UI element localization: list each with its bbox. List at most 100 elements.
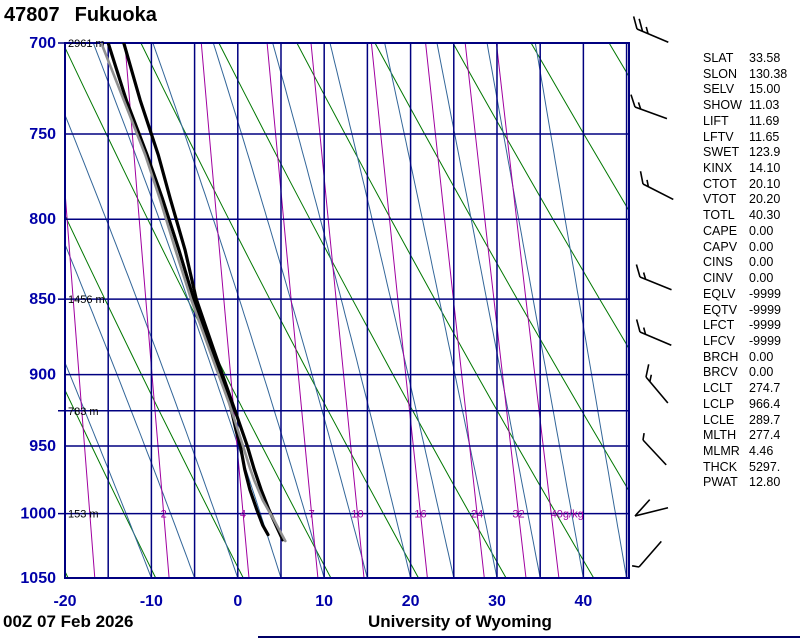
stats-label: EQLV [703,286,736,301]
page-title: 47807 Fukuoka [4,4,157,27]
stats-row: KINX 14.10 [703,161,787,177]
mixing-ratio-label: 40g/kg [551,509,584,521]
wind-barb [645,364,669,404]
stats-row: LCLT 274.7 [703,381,787,397]
mixing-ratio-labels: 2 4 7 10 16 24 32 40g/kg [161,509,584,521]
stats-value: 14.10 [749,161,781,176]
wind-barb [639,171,674,201]
stats-value: -9999 [749,286,781,301]
stats-value: 0.00 [749,239,774,254]
dry-adiabats [65,43,629,578]
stats-label: THCK [703,459,738,474]
wind-barb [635,264,672,291]
pressure-tick-label: 700 [29,35,56,52]
stats-row: THCK 5297. [703,460,787,476]
stats-label: TOTL [703,208,735,223]
temperature-trace [122,43,285,542]
stats-value: 0.00 [749,271,774,286]
stats-row: BRCH 0.00 [703,350,787,366]
pressure-tick-label: 1050 [20,570,56,587]
stats-row: SHOW 11.03 [703,98,787,114]
stats-value: 11.03 [749,98,780,113]
pressure-tick-label: 900 [29,367,56,384]
stats-value: 20.20 [749,192,781,207]
stats-value: 277.4 [749,428,781,443]
temperature-tick-label: 30 [488,593,506,610]
temperature-tick-label: 20 [402,593,420,610]
stats-label: SLON [703,66,738,81]
wind-barb [635,319,672,347]
stats-label: LCLP [703,396,735,411]
stats-row: SLON 130.38 [703,67,787,83]
stats-value: 15.00 [749,82,781,97]
stats-value: 0.00 [749,365,774,380]
stats-row: CINV 0.00 [703,271,787,287]
stats-label: LCLT [703,381,733,396]
stats-label: SLAT [703,51,734,65]
stats-value: 5297. [749,459,781,474]
mixing-ratio-label: 7 [309,509,315,521]
pressure-tick-label: 1000 [20,506,56,523]
height-label: 1456 m [68,294,105,306]
mixing-ratio-label: 4 [240,509,246,521]
parcel-trace [100,43,287,543]
pressure-tick-label: 750 [29,126,56,143]
height-labels: 2961 m 1456 m 783 m 153 m [68,38,105,521]
stats-value: 4.46 [749,443,774,458]
stats-value: 0.00 [749,223,774,238]
height-label: 153 m [68,509,99,521]
wind-barb [634,499,669,517]
stats-row: MLMR 4.46 [703,444,787,460]
mixing-ratio-label: 2 [161,509,167,521]
stats-row: TOTL 40.30 [703,208,787,224]
stats-row: LCLE 289.7 [703,413,787,429]
stats-value: -9999 [749,302,781,317]
stats-row: LFCV -9999 [703,334,787,350]
stats-label: LIFT [703,113,729,128]
stats-value: 289.7 [749,412,781,427]
stats-value: 12.80 [749,475,781,490]
stats-value: 0.00 [749,255,774,270]
stats-row: CAPV 0.00 [703,240,787,256]
stats-row: SWET 123.9 [703,145,787,161]
stats-value: 33.58 [749,51,781,65]
stats-label: LCLE [703,412,735,427]
pressure-axis-labels: 700 750 800 850 900 950 1000 1050 [20,35,56,587]
stats-row: CAPE 0.00 [703,224,787,240]
stats-value: -9999 [749,333,781,348]
temperature-tick-label: -10 [140,593,163,610]
stats-value: 130.38 [749,66,788,81]
stability-indices-panel: SLAT 33.58 SLON 130.38 SELV 15.00 SHOW 11.03 LIF… [703,51,787,491]
station-id: 47807 [4,4,60,26]
pressure-tick-label: 850 [29,291,56,308]
stats-label: CINS [703,255,733,270]
sounding-datetime: 00Z 07 Feb 2026 [3,612,134,631]
credit-text: University of Wyoming [368,612,552,631]
wind-barb [630,94,668,120]
stats-value: 274.7 [749,381,781,396]
stats-label: LFCT [703,318,735,333]
stats-value: 11.65 [749,129,780,144]
stats-label: LFCV [703,333,735,348]
stats-row: LIFT 11.69 [703,114,787,130]
page-divider [258,636,800,638]
wind-barb [631,540,662,568]
height-label: 2961 m [68,38,105,50]
stats-label: KINX [703,161,733,176]
stats-label: CAPE [703,223,738,238]
plot-frame [58,42,630,579]
stats-row: BRCV 0.00 [703,365,787,381]
stats-label: CAPV [703,239,738,254]
stats-row: VTOT 20.20 [703,192,787,208]
wind-barbs [630,16,674,568]
stats-row: MLTH 277.4 [703,428,787,444]
stats-row: CINS 0.00 [703,255,787,271]
stats-row: LFCT -9999 [703,318,787,334]
stats-label: CTOT [703,176,737,191]
pressure-tick-label: 800 [29,211,56,228]
stats-row: PWAT 12.80 [703,475,787,491]
temperature-tick-label: 10 [315,593,333,610]
mixing-ratio-label: 32 [512,509,524,521]
stats-label: BRCH [703,349,739,364]
